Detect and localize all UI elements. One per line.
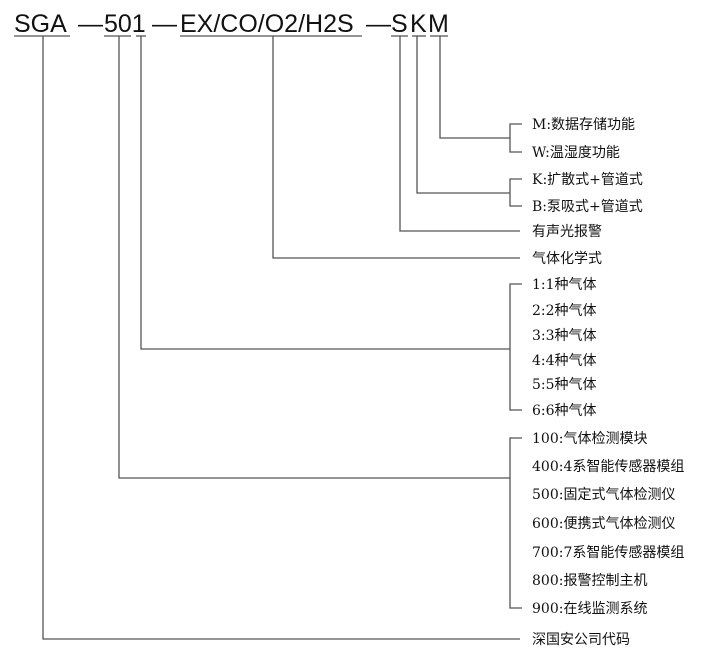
label-product-type-option: 100:气体检测模块 [532,431,647,447]
bracket-product-type [509,437,522,609]
connector-lines [14,35,522,640]
code-sga: SGA [14,10,67,38]
label-gas-formula: 气体化学式 [532,251,602,267]
connector-gas-formula [272,36,520,259]
label-gas-count-option: 2:2种气体 [532,303,597,319]
connector-alarm [399,36,520,232]
code-dash: — [152,10,177,38]
label-gas-count-option: 3:3种气体 [532,328,597,344]
label-sampling-option: B:泵吸式+管道式 [532,199,643,215]
code-dash: — [366,10,391,38]
connector-function [439,36,510,139]
code-gas: EX/CO/O2/H2S [180,10,354,38]
bracket-function [509,123,522,153]
model-code: SGA — 501 — EX/CO/O2/H2S — S K M [14,10,449,38]
code-s: S [391,10,408,38]
label-product-type-option: 500:固定式气体检测仪 [532,487,675,503]
label-alarm: 有声光报警 [532,224,602,240]
label-product-type-option: 800:报警控制主机 [532,573,647,589]
code-501: 501 [104,10,146,38]
label-gas-count-option: 4:4种气体 [532,353,597,369]
label-product-type-option: 700:7系智能传感器模组 [532,544,684,561]
connector-gas-count [140,36,510,350]
connector-product-type [118,36,510,479]
code-k: K [410,10,427,38]
label-company-code: 深国安公司代码 [532,632,630,648]
code-m: M [428,10,449,38]
label-function-option: W:温湿度功能 [532,145,620,161]
bracket-sampling [509,178,522,207]
label-product-type-option: 600:便携式气体检测仪 [532,516,675,532]
label-function-option: M:数据存储功能 [532,117,635,133]
label-product-type-option: 900:在线监测系统 [532,601,647,617]
label-sampling-option: K:扩散式+管道式 [532,172,643,188]
label-gas-count-option: 5:5种气体 [532,377,597,393]
label-gas-count-option: 6:6种气体 [532,403,597,419]
label-product-type-option: 400:4系智能传感器模组 [532,458,684,475]
label-gas-count-option: 1:1种气体 [532,277,597,293]
code-dash: — [78,10,103,38]
connector-sampling [416,36,510,194]
connector-company-code [42,36,520,640]
bracket-gas-count [509,283,522,411]
